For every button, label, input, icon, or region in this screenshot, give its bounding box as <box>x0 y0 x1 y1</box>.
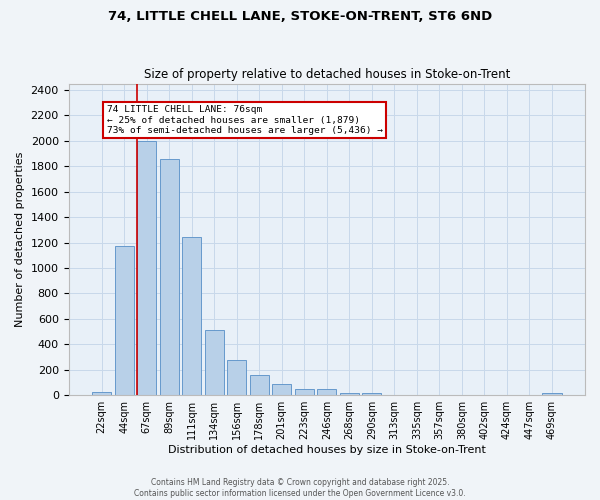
Bar <box>160 158 179 395</box>
Bar <box>272 384 291 395</box>
Bar <box>250 376 269 395</box>
Bar <box>92 392 111 395</box>
Bar <box>362 394 382 395</box>
X-axis label: Distribution of detached houses by size in Stoke-on-Trent: Distribution of detached houses by size … <box>168 445 486 455</box>
Bar <box>115 246 134 395</box>
Y-axis label: Number of detached properties: Number of detached properties <box>15 152 25 327</box>
Bar <box>227 360 246 395</box>
Bar <box>542 394 562 395</box>
Text: 74 LITTLE CHELL LANE: 76sqm
← 25% of detached houses are smaller (1,879)
73% of : 74 LITTLE CHELL LANE: 76sqm ← 25% of det… <box>107 105 383 135</box>
Text: Contains HM Land Registry data © Crown copyright and database right 2025.
Contai: Contains HM Land Registry data © Crown c… <box>134 478 466 498</box>
Bar <box>182 238 201 395</box>
Title: Size of property relative to detached houses in Stoke-on-Trent: Size of property relative to detached ho… <box>143 68 510 81</box>
Bar <box>317 390 337 395</box>
Text: 74, LITTLE CHELL LANE, STOKE-ON-TRENT, ST6 6ND: 74, LITTLE CHELL LANE, STOKE-ON-TRENT, S… <box>108 10 492 23</box>
Bar <box>295 390 314 395</box>
Bar <box>340 392 359 395</box>
Bar <box>205 330 224 395</box>
Bar <box>137 141 156 395</box>
Bar <box>385 394 404 395</box>
